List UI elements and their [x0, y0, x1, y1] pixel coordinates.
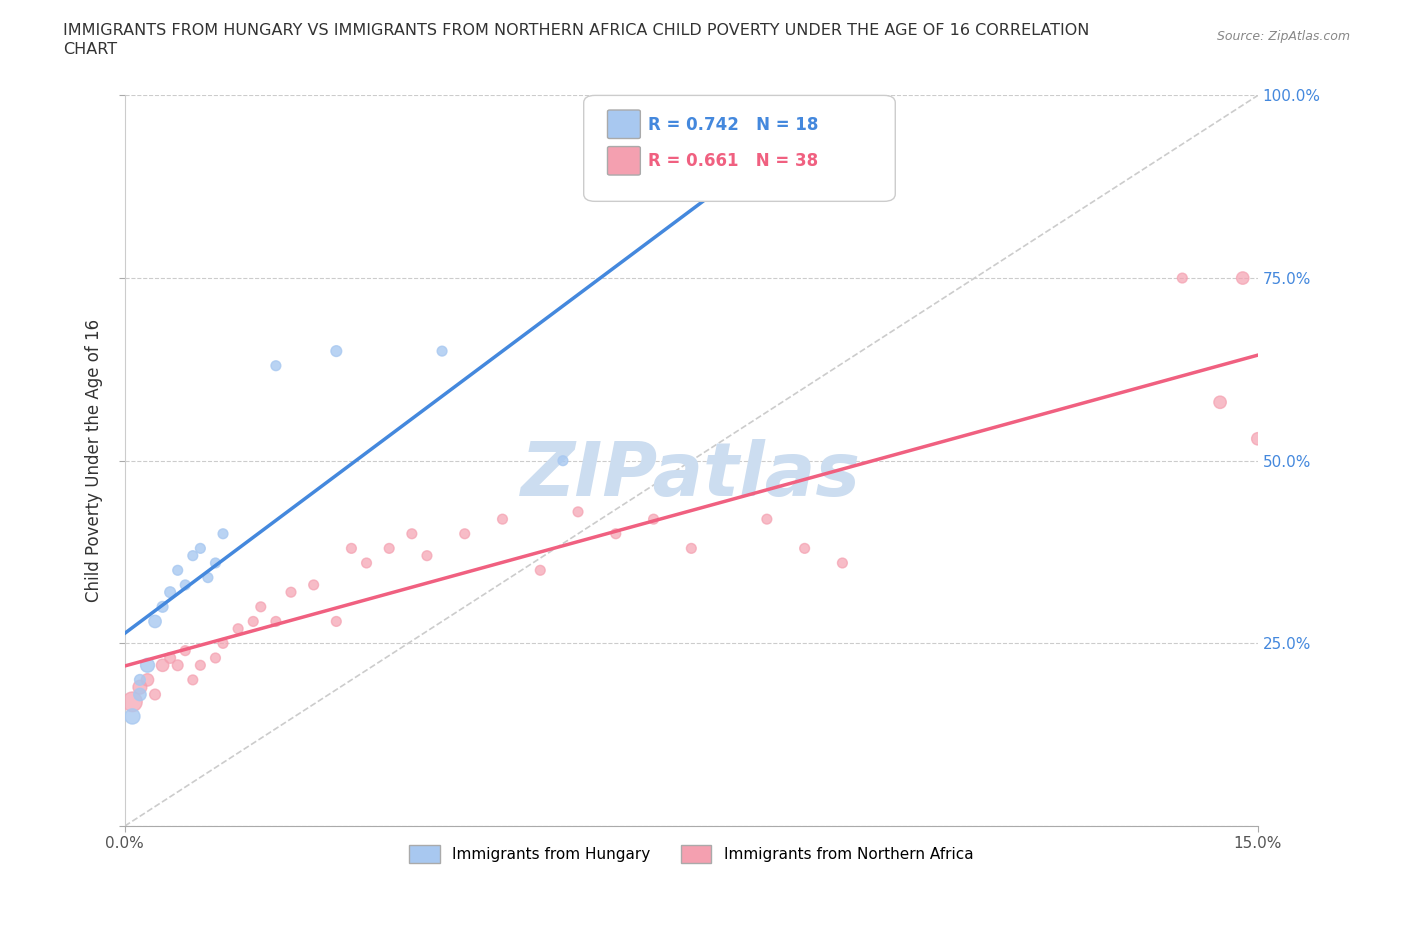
Point	[174, 644, 197, 658]
Point	[226, 621, 249, 636]
Point	[174, 578, 197, 592]
Point	[152, 658, 174, 672]
Point	[190, 658, 212, 672]
Point	[197, 570, 219, 585]
Point	[166, 563, 188, 578]
Point	[551, 453, 574, 468]
Point	[1232, 271, 1254, 286]
Point	[159, 650, 181, 665]
Point	[430, 344, 453, 359]
Point	[529, 563, 551, 578]
Point	[152, 600, 174, 615]
Point	[491, 512, 513, 526]
Point	[212, 526, 235, 541]
Point	[159, 585, 181, 600]
Point	[212, 636, 235, 651]
Point	[793, 541, 815, 556]
Point	[1209, 395, 1232, 410]
Point	[129, 687, 152, 702]
Point	[302, 578, 325, 592]
Point	[121, 709, 143, 724]
Text: ZIPatlas: ZIPatlas	[522, 439, 862, 512]
Point	[356, 555, 378, 570]
Text: R = 0.661   N = 38: R = 0.661 N = 38	[648, 153, 818, 170]
Text: Source: ZipAtlas.com: Source: ZipAtlas.com	[1216, 30, 1350, 43]
Point	[378, 541, 401, 556]
Point	[605, 526, 627, 541]
Point	[280, 585, 302, 600]
Text: CHART: CHART	[63, 42, 117, 57]
Point	[129, 680, 152, 695]
Point	[143, 614, 166, 629]
Point	[643, 512, 665, 526]
Point	[831, 555, 853, 570]
Point	[129, 672, 152, 687]
Point	[264, 614, 287, 629]
Point	[181, 549, 204, 564]
Legend: Immigrants from Hungary, Immigrants from Northern Africa: Immigrants from Hungary, Immigrants from…	[404, 839, 980, 870]
Point	[204, 555, 226, 570]
Point	[190, 541, 212, 556]
Point	[204, 650, 226, 665]
Text: R = 0.742   N = 18: R = 0.742 N = 18	[648, 115, 818, 134]
Point	[166, 658, 188, 672]
Point	[136, 672, 159, 687]
Point	[325, 344, 347, 359]
Point	[181, 672, 204, 687]
Point	[1247, 432, 1270, 446]
Point	[416, 549, 439, 564]
Point	[454, 526, 477, 541]
Point	[401, 526, 423, 541]
Point	[340, 541, 363, 556]
Point	[136, 658, 159, 672]
FancyBboxPatch shape	[607, 110, 640, 139]
Point	[264, 358, 287, 373]
Y-axis label: Child Poverty Under the Age of 16: Child Poverty Under the Age of 16	[86, 319, 103, 603]
Point	[755, 512, 778, 526]
Point	[249, 600, 271, 615]
Point	[143, 687, 166, 702]
Point	[567, 504, 589, 519]
Point	[242, 614, 264, 629]
Point	[121, 695, 143, 710]
FancyBboxPatch shape	[607, 147, 640, 175]
Point	[325, 614, 347, 629]
Point	[1171, 271, 1194, 286]
Text: IMMIGRANTS FROM HUNGARY VS IMMIGRANTS FROM NORTHERN AFRICA CHILD POVERTY UNDER T: IMMIGRANTS FROM HUNGARY VS IMMIGRANTS FR…	[63, 23, 1090, 38]
Point	[681, 541, 703, 556]
FancyBboxPatch shape	[583, 96, 896, 201]
